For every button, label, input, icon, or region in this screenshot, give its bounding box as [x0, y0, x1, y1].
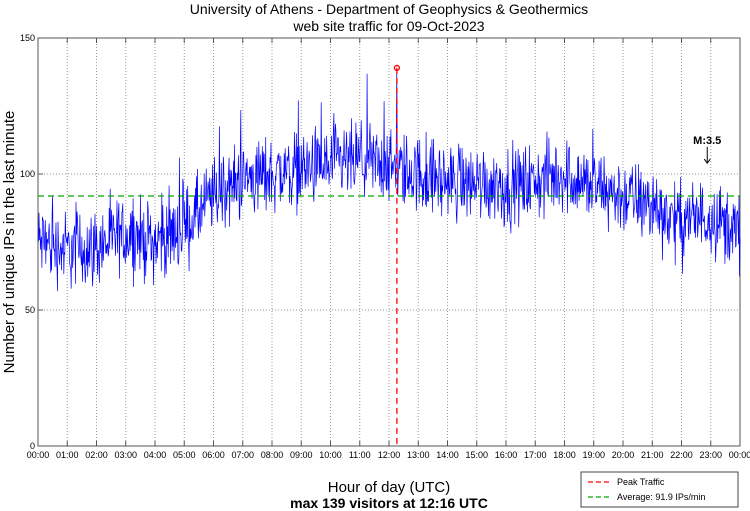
x-tick-label: 23:00	[699, 450, 722, 460]
ticks: 00:00 01:00 02:00 03:00 04:00 05:00 06:00 07:00…	[20, 33, 750, 460]
traffic-line	[37, 67, 741, 292]
legend: Peak Traffic Average: 91.9 IPs/min	[580, 471, 739, 508]
series: M:3.5	[37, 64, 741, 446]
x-tick-label: 19:00	[582, 450, 605, 460]
y-axis-label: Number of unique IPs in the last minute	[1, 111, 18, 374]
legend-box	[580, 471, 739, 508]
x-tick-label: 03:00	[114, 450, 137, 460]
x-tick-label: 02:00	[85, 450, 108, 460]
x-tick-label: 00:00	[729, 450, 750, 460]
x-tick-label: 07:00	[231, 450, 254, 460]
x-axis-label: Hour of day (UTC)	[328, 479, 451, 496]
x-tick-label: 17:00	[524, 450, 547, 460]
x-tick-label: 05:00	[173, 450, 196, 460]
x-tick-label: 04:00	[144, 450, 167, 460]
x-axis-sublabel: max 139 visitors at 12:16 UTC	[290, 495, 488, 511]
y-tick-label: 50	[25, 305, 35, 315]
x-tick-label: 21:00	[641, 450, 664, 460]
x-tick-label: 01:00	[56, 450, 79, 460]
x-tick-label: 22:00	[670, 450, 693, 460]
annotation-arrowhead	[703, 158, 711, 164]
x-tick-label: 20:00	[612, 450, 635, 460]
x-tick-label: 10:00	[319, 450, 342, 460]
legend-peak-label: Peak Traffic	[617, 477, 665, 487]
x-tick-label: 16:00	[495, 450, 518, 460]
x-tick-label: 06:00	[202, 450, 225, 460]
grid	[38, 38, 740, 446]
x-tick-label: 08:00	[261, 450, 284, 460]
legend-average-label: Average: 91.9 IPs/min	[617, 492, 705, 502]
x-tick-label: 00:00	[27, 450, 50, 460]
x-tick-label: 12:00	[378, 450, 401, 460]
x-tick-label: 14:00	[436, 450, 459, 460]
y-tick-label: 100	[20, 169, 35, 179]
x-tick-label: 18:00	[553, 450, 576, 460]
chart-title: University of Athens - Department of Geo…	[190, 1, 588, 17]
y-tick-label: 150	[20, 33, 35, 43]
x-tick-label: 15:00	[465, 450, 488, 460]
x-tick-label: 09:00	[290, 450, 313, 460]
y-tick-label: 0	[30, 441, 35, 451]
peak-marker	[393, 64, 401, 72]
chart-subtitle: web site traffic for 09-Oct-2023	[292, 18, 484, 34]
x-tick-label: 13:00	[407, 450, 430, 460]
x-tick-label: 11:00	[349, 450, 371, 460]
annotation-label: M:3.5	[693, 135, 721, 147]
